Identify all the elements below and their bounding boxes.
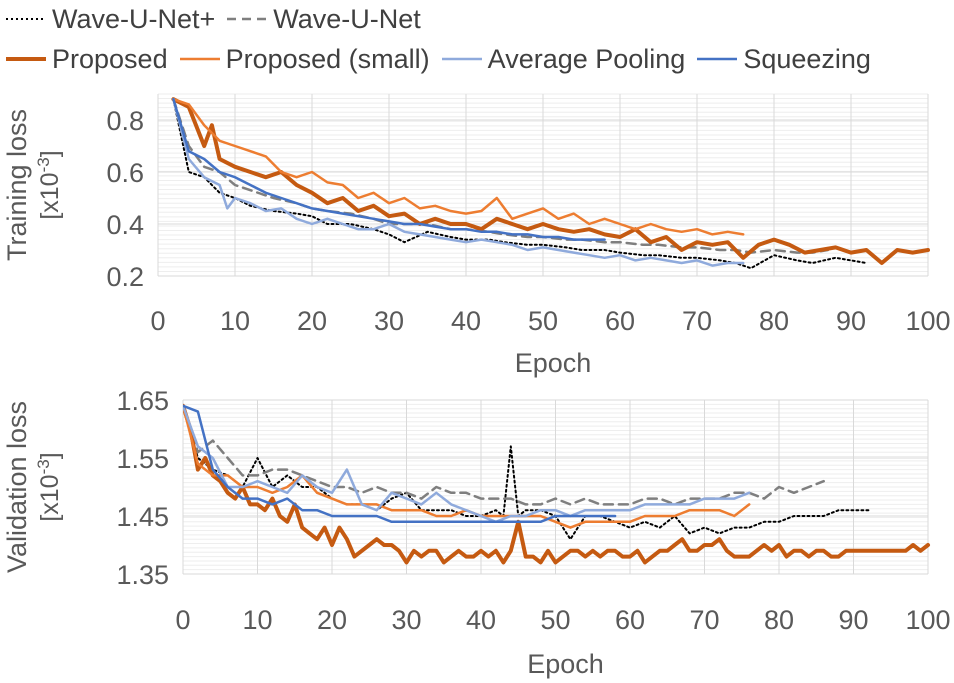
- legend-swatch-proposed-small: [179, 57, 220, 61]
- legend-item-proposed: Proposed: [4, 44, 168, 75]
- x-tick-label: 60: [605, 306, 635, 336]
- x-tick-label: 20: [317, 605, 347, 635]
- y-tick-label: 0.2: [106, 262, 144, 292]
- grid: [157, 93, 929, 277]
- y-axis-unit: [x10-3]: [34, 150, 65, 219]
- x-tick-label: 100: [905, 306, 950, 336]
- legend-item-wave-u-net: Wave-U-Net+: [4, 4, 215, 35]
- x-tick-label: 70: [682, 306, 712, 336]
- legend-label: Wave-U-Net: [273, 3, 421, 34]
- series-line-proposed: [171, 97, 930, 265]
- legend: Wave-U-Net+ Wave-U-Net Proposed Proposed (…: [0, 0, 954, 80]
- legend-label: Proposed: [52, 43, 168, 74]
- legend-swatch-wave-u-net: [6, 18, 46, 20]
- x-tick-label: 90: [838, 605, 868, 635]
- x-tick-label: 40: [466, 605, 496, 635]
- y-axis-unit: [x10-3]: [34, 452, 65, 521]
- legend-label: Wave-U-Net+: [52, 3, 216, 34]
- legend-label: Proposed (small): [225, 43, 430, 74]
- x-tick-label: 70: [689, 605, 719, 635]
- x-tick-label: 40: [451, 306, 481, 336]
- series-line-average-pooling: [183, 404, 751, 524]
- y-tick-label: 1.45: [116, 502, 169, 532]
- legend-swatch-wave-u-net: [227, 17, 268, 21]
- x-axis-label: Epoch: [515, 348, 592, 378]
- y-tick-label: 1.55: [116, 444, 169, 474]
- legend-label: Average Pooling: [487, 43, 686, 74]
- training-loss-chart: 0.2 0.4 0.6 0.8 0 10 20 30 40 50 60 70 80 90 100 Epoch T…: [2, 93, 951, 378]
- grid: [182, 399, 929, 575]
- legend-item-squeezing: Squeezing: [695, 44, 871, 75]
- x-tick-label: 10: [220, 306, 250, 336]
- series-group: [183, 403, 930, 565]
- legend-label: Squeezing: [743, 43, 871, 74]
- y-tick-label: 1.65: [116, 386, 169, 416]
- series-line-wave-u-net: [183, 404, 825, 506]
- y-axis-label: Validation loss: [2, 401, 32, 573]
- series-line-wave-u-net: [172, 97, 830, 254]
- x-tick-label: 80: [759, 306, 789, 336]
- x-axis-label: Epoch: [527, 649, 604, 679]
- series-line-squeezing: [172, 97, 606, 241]
- series-line-average-pooling: [172, 97, 745, 267]
- x-tick-label: 0: [150, 306, 165, 336]
- y-tick-label: 1.35: [116, 560, 169, 590]
- legend-row: Proposed Proposed (small) Average Pooling S…: [4, 38, 881, 80]
- x-tick-label: 20: [297, 306, 327, 336]
- legend-item-proposed-small: Proposed (small): [178, 44, 430, 75]
- legend-swatch-proposed: [6, 57, 46, 61]
- x-tick-label: 100: [905, 605, 950, 635]
- x-tick-label: 50: [528, 306, 558, 336]
- x-tick-label: 30: [391, 605, 421, 635]
- y-tick-label: 0.8: [106, 106, 144, 136]
- legend-swatch-average-pooling: [441, 57, 482, 61]
- series-line-proposed: [183, 403, 930, 565]
- x-tick-label: 60: [615, 605, 645, 635]
- x-tick-label: 50: [540, 605, 570, 635]
- y-tick-label: 0.4: [106, 210, 144, 240]
- series-line-wave-u-net: [172, 98, 868, 270]
- x-tick-label: 30: [374, 306, 404, 336]
- y-axis-label: Training loss: [2, 109, 32, 261]
- series-line-proposed-small: [172, 97, 745, 236]
- legend-item-average-pooling: Average Pooling: [440, 43, 686, 75]
- x-tick-label: 10: [242, 605, 272, 635]
- series-line-squeezing: [183, 404, 617, 524]
- x-tick-label: 0: [175, 605, 190, 635]
- legend-row: Wave-U-Net+ Wave-U-Net: [4, 0, 431, 38]
- legend-swatch-squeezing: [697, 57, 738, 61]
- legend-item-wave-u-net: Wave-U-Net: [225, 4, 421, 35]
- validation-loss-chart: 1.35 1.45 1.55 1.65 0 10 20 30 40 50 60 70 80 90 100 Ep…: [2, 386, 951, 679]
- x-tick-label: 90: [836, 306, 866, 336]
- series-group: [171, 97, 930, 270]
- x-tick-label: 80: [764, 605, 794, 635]
- y-tick-label: 0.6: [106, 158, 144, 188]
